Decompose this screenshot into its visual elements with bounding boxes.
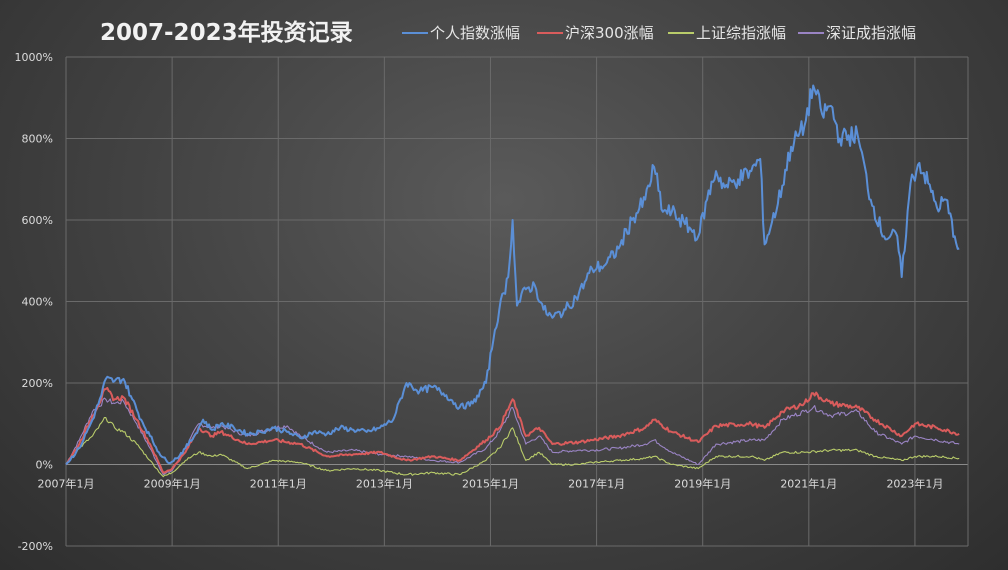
series-line-1 [65,386,960,474]
chart-title: 2007-2023年投资记录 [100,19,353,46]
series-line-2 [65,417,960,478]
x-tick-label: 2021年1月 [780,477,837,491]
legend-label-1: 沪深300涨幅 [565,24,654,42]
grid [65,56,969,547]
series-line-0 [65,84,960,466]
x-tick-label: 2023年1月 [886,477,943,491]
series-line-3 [65,397,960,476]
x-axis: 2007年1月 2009年1月 2011年1月 2013年1月 2015年1月 2017年… [38,477,944,491]
y-axis: -200% 0% 200% 400% 600% 800% 1000% [15,51,53,553]
y-tick-label: 0% [36,459,53,472]
x-tick-label: 2011年1月 [250,477,307,491]
y-tick-label: -200% [18,540,53,553]
y-tick-label: 800% [22,133,53,146]
legend-label-0: 个人指数涨幅 [430,24,520,42]
legend-label-2: 上证综指涨幅 [696,24,786,42]
x-tick-label: 2017年1月 [568,477,625,491]
legend-label-3: 深证成指涨幅 [826,24,916,42]
y-tick-label: 1000% [15,51,53,64]
series-lines [65,84,960,478]
y-tick-label: 600% [22,214,53,227]
legend: 个人指数涨幅 沪深300涨幅 上证综指涨幅 深证成指涨幅 [402,24,916,42]
x-tick-label: 2013年1月 [356,477,413,491]
y-tick-label: 200% [22,377,53,390]
y-tick-label: 400% [22,296,53,309]
x-tick-label: 2007年1月 [38,477,95,491]
x-tick-label: 2015年1月 [462,477,519,491]
x-tick-label: 2019年1月 [674,477,731,491]
x-tick-label: 2009年1月 [144,477,201,491]
